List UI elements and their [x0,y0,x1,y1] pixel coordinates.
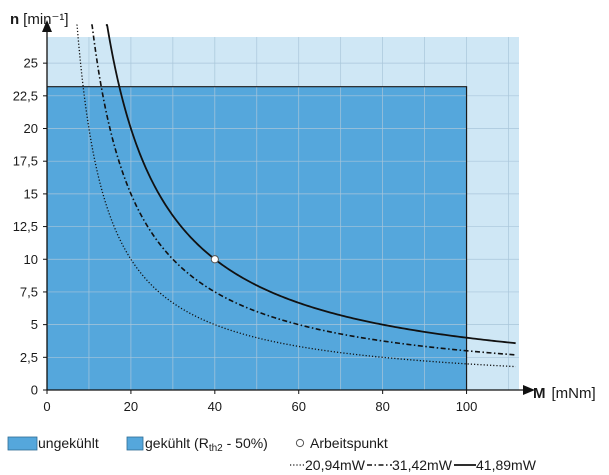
y-tick-label: 20 [24,121,38,136]
legend-gekuehlt-suffix: - 50%) [223,435,268,451]
plot-regions [47,37,519,390]
operating-point-marker [210,255,219,264]
x-axis-unit: [mNm] [552,385,596,402]
y-tick-label: 12,5 [13,219,38,234]
x-tick-label: 40 [208,399,222,414]
curves [76,24,516,368]
legend-label-arbeitspunkt: Arbeitspunkt [310,435,388,451]
legend-label-gekuehlt: gekühlt (Rth2 - 50%) [145,435,268,454]
y-tick-label: 17,5 [13,154,38,169]
axes [42,20,535,395]
y-tick-label: 15 [24,186,38,201]
legend-marker-arbeitspunkt [295,438,305,448]
legend-swatch-ungekuehlt [7,436,38,451]
legend-gekuehlt-prefix: gekühlt (R [145,435,209,451]
x-tick-label: 100 [456,399,478,414]
y-axis-symbol: n [10,11,19,28]
x-axis-arrow [523,385,535,395]
x-axis-title: M [mNm] [533,385,596,402]
legend-swatch-gekuehlt [126,436,144,451]
legend-label-series-1: 31,42mW [392,457,453,473]
y-axis-unit: [min⁻¹] [23,11,68,28]
legend: ungekühlt gekühlt (Rth2 - 50%) Arbeitspu… [7,435,388,454]
y-axis-arrow [42,20,52,32]
y-tick-label: 2,5 [20,350,38,365]
series-line-2 [105,24,516,345]
legend-label-series-2: 41,89mW [476,457,537,473]
y-tick-label: 0 [31,383,38,398]
series-line-1 [91,24,516,356]
x-tick-label: 0 [43,399,50,414]
ticks: 0 2,5 5 7,5 10 12,5 15 17,5 20 22,5 25 0 20 40 60 80 100 [13,56,478,414]
y-tick-label: 10 [24,252,38,267]
x-tick-label: 80 [375,399,389,414]
x-tick-label: 20 [124,399,138,414]
legend-label-series-0: 20,94mW [305,457,366,473]
x-axis-symbol: M [533,385,546,402]
grid [47,37,519,390]
y-axis-title: n [min⁻¹] [10,11,69,28]
legend-series: 20,94mW 31,42mW 41,89mW [290,457,537,473]
y-tick-label: 5 [31,317,38,332]
y-tick-label: 22,5 [13,88,38,103]
legend-gekuehlt-sub: th2 [209,443,223,454]
y-tick-label: 25 [24,56,38,71]
x-tick-label: 60 [291,399,305,414]
legend-label-ungekuehlt: ungekühlt [38,435,99,451]
series-line-0 [76,24,516,368]
y-tick-label: 7,5 [20,284,38,299]
region-outline-ungekuehlt [47,86,468,390]
